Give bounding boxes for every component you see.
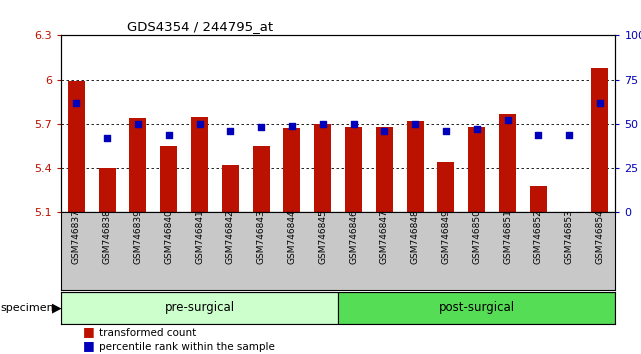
Point bbox=[349, 121, 359, 127]
Text: transformed count: transformed count bbox=[99, 328, 197, 338]
Point bbox=[256, 125, 266, 130]
Text: ■: ■ bbox=[83, 325, 95, 338]
Point bbox=[410, 121, 420, 127]
Bar bbox=[469, 127, 485, 212]
Bar bbox=[99, 168, 115, 212]
Point bbox=[225, 128, 235, 134]
Point bbox=[287, 123, 297, 129]
Text: ■: ■ bbox=[83, 339, 95, 352]
Text: pre-surgical: pre-surgical bbox=[165, 302, 235, 314]
Point bbox=[503, 118, 513, 123]
Point bbox=[102, 135, 112, 141]
Point bbox=[133, 121, 143, 127]
Point bbox=[163, 132, 174, 137]
Text: GDS4354 / 244795_at: GDS4354 / 244795_at bbox=[128, 20, 274, 33]
Text: ▶: ▶ bbox=[51, 302, 62, 314]
Point bbox=[379, 128, 390, 134]
Point bbox=[194, 121, 204, 127]
Bar bbox=[345, 127, 362, 212]
Point bbox=[71, 100, 81, 105]
Point bbox=[533, 132, 544, 137]
Bar bbox=[283, 128, 301, 212]
Bar bbox=[338, 292, 615, 324]
Text: post-surgical: post-surgical bbox=[438, 302, 515, 314]
Bar bbox=[406, 121, 424, 212]
Point bbox=[472, 126, 482, 132]
Bar bbox=[376, 127, 393, 212]
Bar bbox=[222, 165, 239, 212]
Bar bbox=[499, 114, 516, 212]
Bar bbox=[191, 116, 208, 212]
Point bbox=[317, 121, 328, 127]
Bar bbox=[314, 124, 331, 212]
Bar bbox=[61, 292, 338, 324]
Bar bbox=[592, 68, 608, 212]
Bar bbox=[437, 162, 454, 212]
Point bbox=[441, 128, 451, 134]
Text: percentile rank within the sample: percentile rank within the sample bbox=[99, 342, 275, 352]
Bar bbox=[253, 146, 270, 212]
Point bbox=[564, 132, 574, 137]
Point bbox=[595, 100, 605, 105]
Bar bbox=[160, 146, 177, 212]
Bar bbox=[68, 81, 85, 212]
Text: specimen: specimen bbox=[1, 303, 54, 313]
Bar bbox=[129, 118, 146, 212]
Bar bbox=[530, 186, 547, 212]
